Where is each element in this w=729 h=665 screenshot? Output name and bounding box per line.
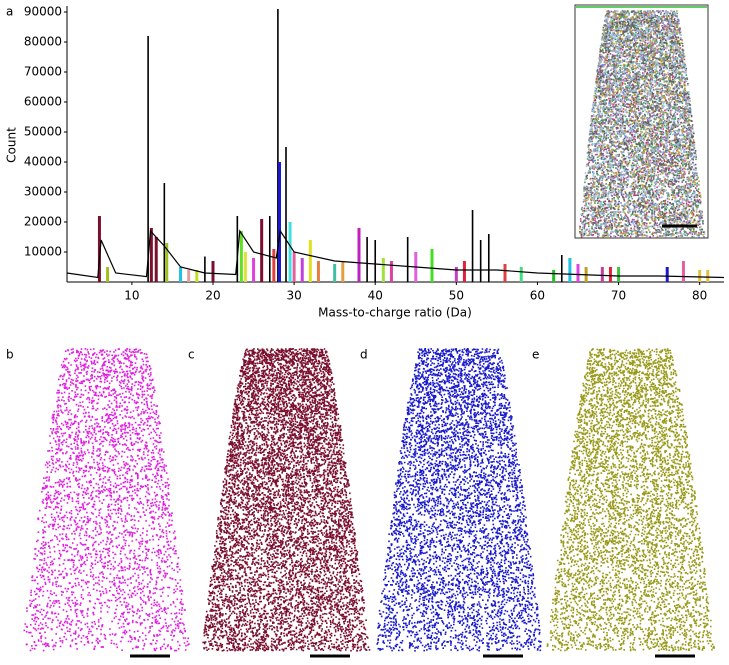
peak bbox=[706, 270, 710, 282]
x-tick-label: 20 bbox=[205, 289, 220, 303]
peak bbox=[374, 240, 377, 282]
peak bbox=[608, 267, 612, 282]
panel-label: a bbox=[6, 5, 13, 19]
peak bbox=[195, 270, 199, 282]
panel-label: e bbox=[532, 348, 539, 362]
background-line bbox=[66, 229, 725, 279]
x-tick-label: 60 bbox=[530, 289, 545, 303]
peak bbox=[406, 237, 409, 282]
x-axis-label: Mass-to-charge ratio (Da) bbox=[318, 306, 472, 320]
peak bbox=[239, 231, 243, 282]
peak bbox=[462, 261, 466, 282]
peak bbox=[389, 261, 393, 282]
y-tick-label: 30000 bbox=[24, 185, 62, 199]
peak bbox=[471, 210, 474, 282]
y-tick-label: 10000 bbox=[24, 245, 62, 259]
x-tick-label: 80 bbox=[692, 289, 707, 303]
peak bbox=[430, 249, 434, 282]
peak bbox=[600, 267, 604, 282]
y-tick-label: 90000 bbox=[24, 5, 62, 19]
peak bbox=[357, 228, 361, 282]
atom-maps bbox=[23, 4, 715, 658]
peak bbox=[179, 267, 183, 282]
peak bbox=[617, 267, 621, 282]
x-tick-label: 30 bbox=[286, 289, 301, 303]
peak bbox=[147, 36, 149, 282]
peak bbox=[204, 256, 206, 282]
atom-cloud bbox=[580, 10, 706, 238]
y-tick-label: 80000 bbox=[24, 35, 62, 49]
x-tick-label: 10 bbox=[124, 289, 139, 303]
peak bbox=[503, 264, 507, 282]
peak bbox=[454, 267, 458, 282]
peak bbox=[698, 270, 702, 282]
peak bbox=[519, 267, 523, 282]
peak bbox=[576, 264, 580, 282]
peak bbox=[211, 261, 215, 282]
y-tick-label: 60000 bbox=[24, 95, 62, 109]
peak bbox=[341, 261, 345, 282]
atom-cloud bbox=[580, 10, 704, 238]
peak bbox=[260, 219, 264, 282]
atom-cloud bbox=[202, 348, 371, 652]
peak bbox=[106, 267, 110, 282]
peak bbox=[479, 240, 482, 282]
peak bbox=[149, 228, 153, 282]
peak bbox=[272, 249, 276, 282]
y-tick-label: 20000 bbox=[24, 215, 62, 229]
panel-label: b bbox=[6, 348, 14, 362]
y-tick-label: 40000 bbox=[24, 155, 62, 169]
peak bbox=[560, 255, 563, 282]
panel-label: d bbox=[360, 348, 368, 362]
peak bbox=[236, 216, 239, 282]
peak bbox=[285, 147, 287, 282]
peak bbox=[292, 252, 296, 282]
x-tick-label: 70 bbox=[611, 289, 626, 303]
atom-cloud bbox=[23, 348, 190, 652]
peak bbox=[366, 237, 368, 282]
peak bbox=[165, 243, 169, 282]
y-axis-label: Count bbox=[5, 127, 19, 163]
panel-label: c bbox=[188, 348, 195, 362]
peak bbox=[300, 258, 304, 282]
peak bbox=[163, 183, 166, 282]
atom-cloud bbox=[376, 348, 542, 652]
peak bbox=[187, 270, 191, 282]
peak bbox=[268, 216, 271, 282]
x-tick-label: 50 bbox=[449, 289, 464, 303]
peak bbox=[277, 9, 279, 282]
peak bbox=[288, 222, 292, 282]
peak bbox=[381, 258, 385, 282]
peak bbox=[97, 216, 101, 282]
peak bbox=[568, 258, 572, 282]
peak bbox=[665, 267, 669, 282]
peak bbox=[681, 261, 685, 282]
peak bbox=[278, 162, 282, 282]
y-tick-label: 70000 bbox=[24, 65, 62, 79]
peak bbox=[316, 261, 320, 282]
peak bbox=[252, 258, 256, 282]
x-tick-label: 40 bbox=[368, 289, 383, 303]
peak bbox=[243, 252, 247, 282]
peak bbox=[154, 237, 158, 282]
peak bbox=[552, 270, 556, 282]
y-tick-label: 50000 bbox=[24, 125, 62, 139]
peak bbox=[487, 234, 490, 282]
atom-cloud bbox=[546, 348, 715, 652]
peak bbox=[308, 240, 312, 282]
peak bbox=[333, 264, 337, 282]
